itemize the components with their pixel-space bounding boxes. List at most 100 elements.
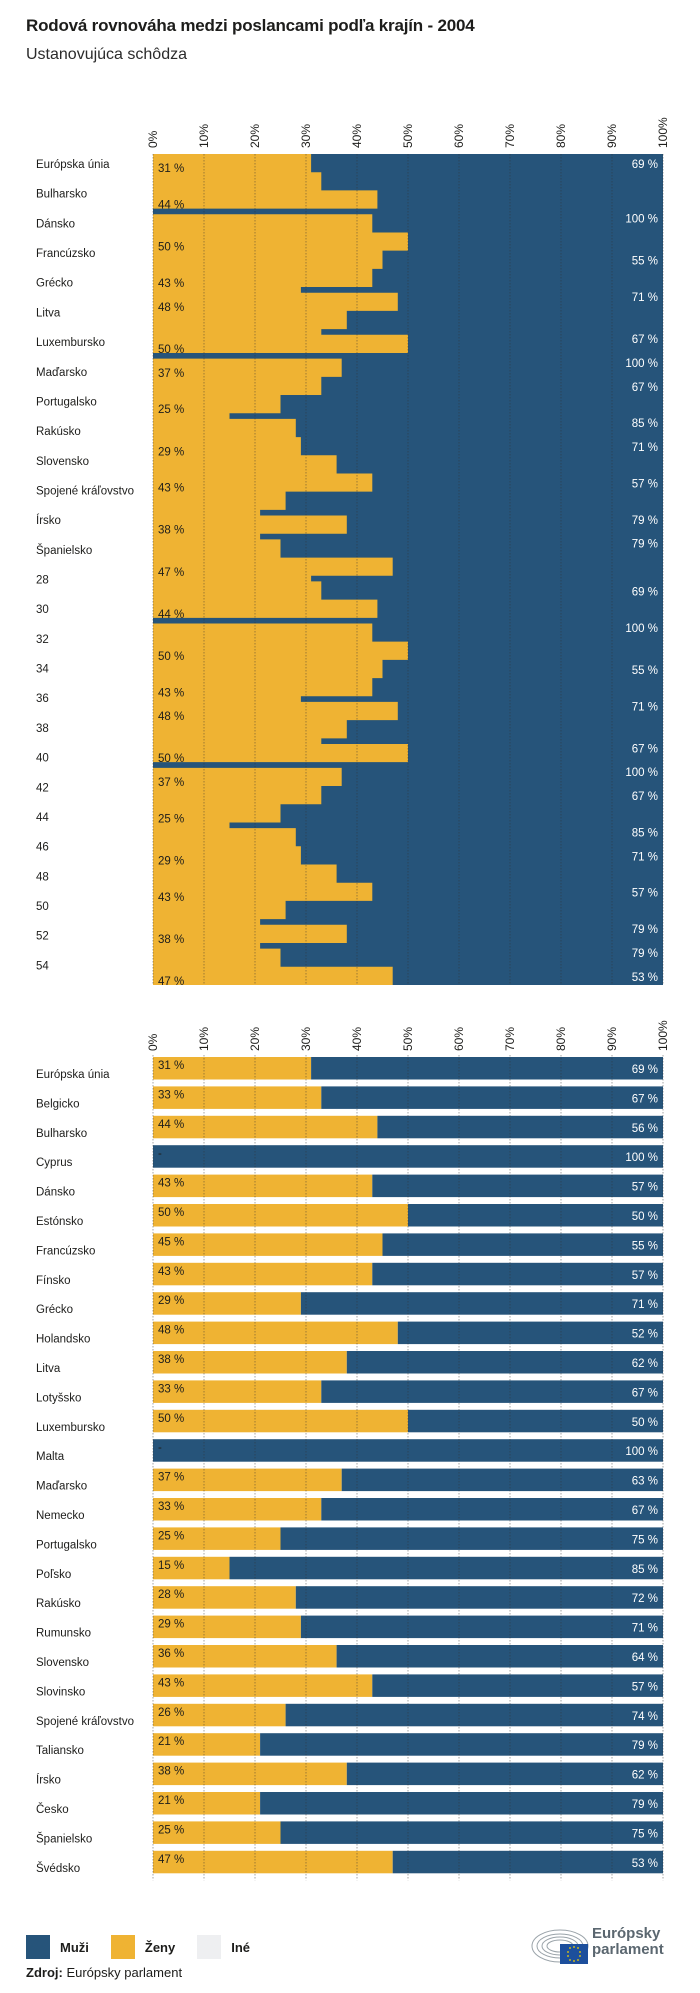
- bar-women: [153, 1233, 383, 1256]
- category-label: 44: [36, 812, 49, 824]
- x-tick-label: 80%: [554, 1027, 568, 1051]
- women-value-label: 37 %: [158, 1472, 184, 1484]
- legend: Muži Ženy Iné: [26, 1935, 272, 1959]
- bar-men: [153, 1439, 663, 1462]
- women-value-label: 50 %: [158, 753, 184, 765]
- men-value-label: 85 %: [632, 827, 658, 839]
- women-value-label: 50 %: [158, 1207, 184, 1219]
- women-value-label: -: [158, 1148, 162, 1160]
- women-value-label: 44 %: [158, 1119, 184, 1131]
- category-label: Poľsko: [36, 1569, 71, 1581]
- women-value-label: 43 %: [158, 1266, 184, 1278]
- men-value-label: 79 %: [632, 948, 658, 960]
- category-label: 38: [36, 723, 49, 735]
- x-tick-label: 60%: [452, 1027, 466, 1051]
- category-label: 36: [36, 693, 49, 705]
- men-value-label: 71 %: [632, 1623, 658, 1635]
- x-tick-label: 70%: [503, 124, 517, 148]
- x-tick-label: 20%: [248, 1027, 262, 1051]
- bar-men: [260, 1733, 663, 1756]
- women-value-label: 50 %: [158, 1413, 184, 1425]
- category-label: Slovensko: [36, 456, 89, 468]
- category-label: 42: [36, 782, 49, 794]
- bar-men: [300, 1615, 663, 1639]
- bar-women: [153, 1527, 281, 1550]
- x-tick-label: 0%: [146, 130, 160, 148]
- category-label: Malta: [36, 1451, 65, 1463]
- women-value-label: 43 %: [158, 687, 184, 699]
- bar-women: [153, 1615, 301, 1639]
- category-label: Litva: [36, 307, 61, 319]
- women-value-label: 21 %: [158, 1795, 184, 1807]
- category-label: Bulharsko: [36, 1128, 87, 1140]
- women-value-label: 47 %: [158, 1854, 184, 1866]
- category-label: Švédsko: [36, 1862, 80, 1875]
- women-value-label: 37 %: [158, 368, 184, 380]
- bar-women: [153, 1204, 408, 1227]
- bar-women: [153, 1645, 337, 1668]
- legend-label-men: Muži: [60, 1939, 89, 1955]
- women-value-label: 25 %: [158, 404, 184, 416]
- source-label: Zdroj:: [26, 1965, 63, 1980]
- women-value-label: 45 %: [158, 1236, 184, 1248]
- women-value-label: 33 %: [158, 1383, 184, 1395]
- women-value-label: 43 %: [158, 1677, 184, 1689]
- bar-women: [153, 1468, 342, 1492]
- x-tick-label: 50%: [401, 1027, 415, 1051]
- men-value-label: 71 %: [632, 292, 658, 304]
- category-label: Maďarsko: [36, 1481, 87, 1493]
- x-tick-label: 50%: [401, 124, 415, 148]
- women-value-label: 37 %: [158, 777, 184, 789]
- category-label: Luxembursko: [36, 337, 105, 349]
- men-value-label: 57 %: [632, 1182, 658, 1194]
- category-label: 48: [36, 871, 49, 883]
- category-label: Maďarsko: [36, 367, 87, 379]
- men-value-label: 75 %: [632, 1828, 658, 1840]
- category-label: Francúzsko: [36, 1245, 95, 1257]
- women-value-label: 43 %: [158, 278, 184, 290]
- legend-swatch-men: [26, 1935, 50, 1959]
- category-label: 46: [36, 842, 49, 854]
- men-value-label: 67 %: [632, 791, 658, 803]
- men-value-label: 100 %: [625, 767, 658, 779]
- category-label: 34: [36, 664, 49, 676]
- women-value-label: 38 %: [158, 934, 184, 946]
- men-value-label: 62 %: [632, 1770, 658, 1782]
- men-value-label: 67 %: [632, 334, 658, 346]
- women-value-label: 43 %: [158, 483, 184, 495]
- category-label: Bulharsko: [36, 189, 87, 201]
- bar-men: [408, 1204, 663, 1227]
- bar-women: [153, 1674, 373, 1697]
- bar-men: [392, 1850, 663, 1874]
- category-label: Írsko: [36, 1774, 61, 1787]
- women-value-label: 31 %: [158, 1060, 184, 1072]
- bar-women: [153, 1115, 378, 1139]
- category-label: Rakúsko: [36, 426, 81, 438]
- women-area: [153, 154, 408, 985]
- legend-item-other: Iné: [197, 1935, 250, 1959]
- men-value-label: 67 %: [632, 1093, 658, 1105]
- women-value-label: 38 %: [158, 1766, 184, 1778]
- men-value-label: 100 %: [625, 1446, 658, 1458]
- category-label: Grécko: [36, 1304, 73, 1316]
- men-value-label: 62 %: [632, 1358, 658, 1370]
- men-value-label: 67 %: [632, 382, 658, 394]
- men-value-label: 67 %: [632, 1505, 658, 1517]
- men-value-label: 100 %: [625, 214, 658, 226]
- category-label: Portugalsko: [36, 396, 97, 408]
- women-value-label: -: [158, 1442, 162, 1454]
- category-label: 52: [36, 931, 49, 943]
- bar-men: [153, 1145, 663, 1168]
- source-value: Európsky parlament: [66, 1965, 183, 1980]
- women-value-label: 25 %: [158, 813, 184, 825]
- legend-item-women: Ženy: [110, 1935, 175, 1959]
- x-tick-label: 60%: [452, 124, 466, 148]
- category-label: Holandsko: [36, 1334, 90, 1346]
- men-value-label: 85 %: [632, 1564, 658, 1576]
- category-label: Estónsko: [36, 1216, 83, 1228]
- women-value-label: 48 %: [158, 302, 184, 314]
- women-value-label: 38 %: [158, 1354, 184, 1366]
- bar-women: [153, 1057, 312, 1080]
- men-value-label: 85 %: [632, 418, 658, 430]
- bar-men: [295, 1586, 663, 1609]
